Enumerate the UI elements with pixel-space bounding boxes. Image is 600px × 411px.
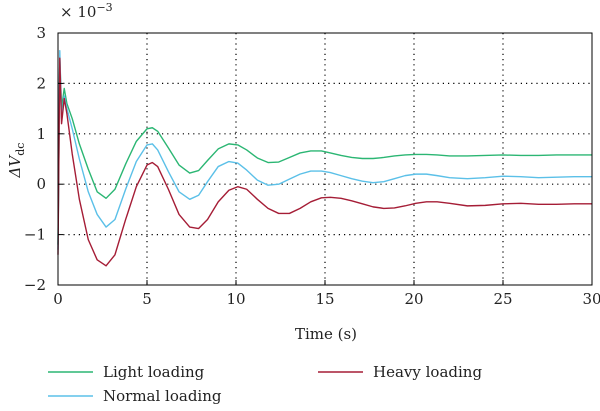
y-multiplier-base: × 10	[60, 3, 96, 21]
y-tick-label: 2	[36, 74, 46, 92]
grid	[58, 33, 592, 285]
x-tick-label: 25	[493, 290, 512, 308]
x-tick-labels: 0 5 10 15 20 25 30	[53, 290, 600, 308]
legend: Light loading Normal loading Heavy loading	[48, 363, 482, 405]
y-tick-label: 3	[36, 24, 46, 42]
y-tick-label: 0	[36, 175, 46, 193]
x-tick-label: 15	[315, 290, 334, 308]
y-tick-label: −2	[24, 276, 46, 294]
x-tick-label: 10	[226, 290, 245, 308]
x-tick-label: 5	[142, 290, 152, 308]
y-axis-label-main: ΔV	[6, 154, 24, 179]
x-tick-label: 30	[582, 290, 600, 308]
legend-label: Light loading	[103, 363, 205, 381]
y-tick-label: −1	[24, 226, 46, 244]
y-axis-label: ΔVdc	[6, 143, 27, 179]
y-multiplier: × 10−3	[60, 1, 113, 21]
legend-item-heavy-loading: Heavy loading	[318, 363, 482, 381]
x-tick-label: 0	[53, 290, 63, 308]
y-tick-labels: −2 −1 0 1 2 3	[24, 24, 46, 294]
legend-label: Normal loading	[103, 387, 222, 405]
legend-item-light-loading: Light loading	[48, 363, 205, 381]
y-tick-label: 1	[36, 125, 46, 143]
legend-label: Heavy loading	[373, 363, 482, 381]
y-axis-label-sub: dc	[14, 143, 27, 156]
series-lines	[57, 49, 592, 267]
series-line-light-loading	[57, 57, 592, 245]
series-line-normal-loading	[57, 49, 592, 250]
axis-ticks	[57, 32, 593, 286]
series-line-heavy-loading	[57, 57, 592, 267]
y-multiplier-exponent: −3	[96, 1, 112, 14]
x-tick-label: 20	[404, 290, 423, 308]
legend-item-normal-loading: Normal loading	[48, 387, 222, 405]
x-axis-label: Time (s)	[295, 325, 357, 343]
